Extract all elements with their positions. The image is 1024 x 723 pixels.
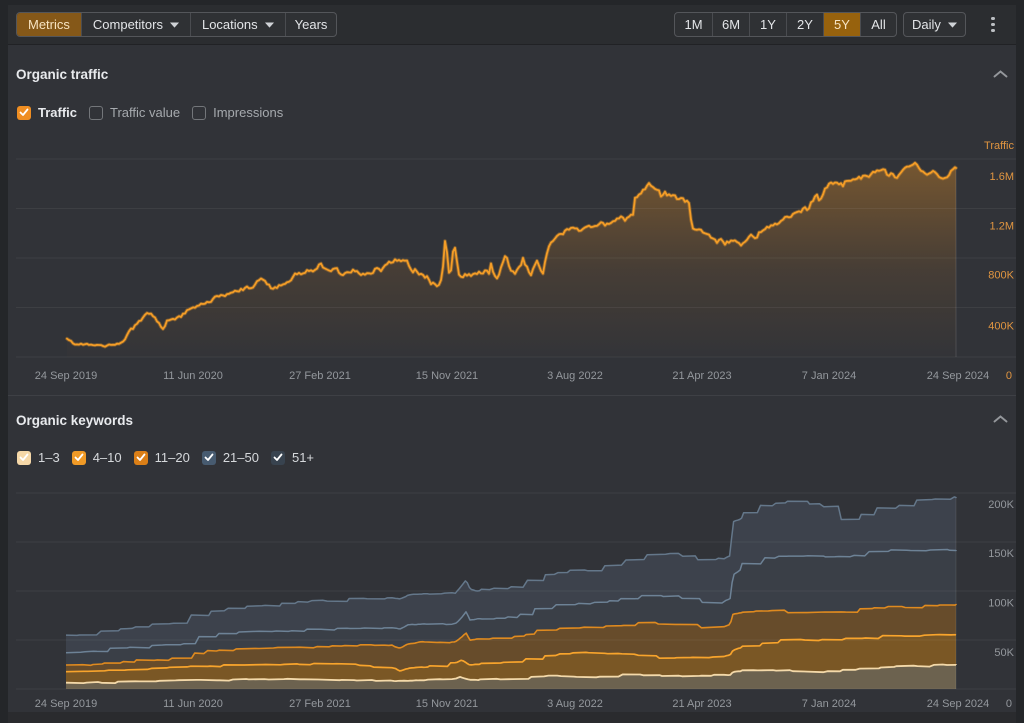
svg-text:0: 0 [1006,698,1012,710]
svg-text:400K: 400K [988,321,1014,333]
svg-text:0: 0 [1006,370,1012,382]
svg-text:3 Aug 2022: 3 Aug 2022 [547,370,603,382]
svg-text:200K: 200K [988,499,1014,511]
svg-text:Traffic: Traffic [984,140,1014,152]
svg-text:24 Sep 2019: 24 Sep 2019 [35,698,97,710]
svg-text:7 Jan 2024: 7 Jan 2024 [802,698,856,710]
svg-text:15 Nov 2021: 15 Nov 2021 [416,698,478,710]
svg-text:27 Feb 2021: 27 Feb 2021 [289,698,351,710]
svg-text:21 Apr 2023: 21 Apr 2023 [672,370,731,382]
svg-text:11 Jun 2020: 11 Jun 2020 [163,698,223,710]
svg-text:800K: 800K [988,270,1014,282]
svg-text:21 Apr 2023: 21 Apr 2023 [672,698,731,710]
svg-text:24 Sep 2019: 24 Sep 2019 [35,370,97,382]
svg-text:3 Aug 2022: 3 Aug 2022 [547,698,603,710]
svg-text:150K: 150K [988,548,1014,560]
svg-text:11 Jun 2020: 11 Jun 2020 [163,370,223,382]
svg-text:27 Feb 2021: 27 Feb 2021 [289,370,351,382]
svg-text:100K: 100K [988,598,1014,610]
svg-text:50K: 50K [994,647,1014,659]
svg-text:1.2M: 1.2M [990,221,1014,233]
svg-text:24 Sep 2024: 24 Sep 2024 [927,698,989,710]
svg-text:7 Jan 2024: 7 Jan 2024 [802,370,856,382]
svg-text:15 Nov 2021: 15 Nov 2021 [416,370,478,382]
svg-text:1.6M: 1.6M [990,171,1014,183]
svg-text:24 Sep 2024: 24 Sep 2024 [927,370,989,382]
